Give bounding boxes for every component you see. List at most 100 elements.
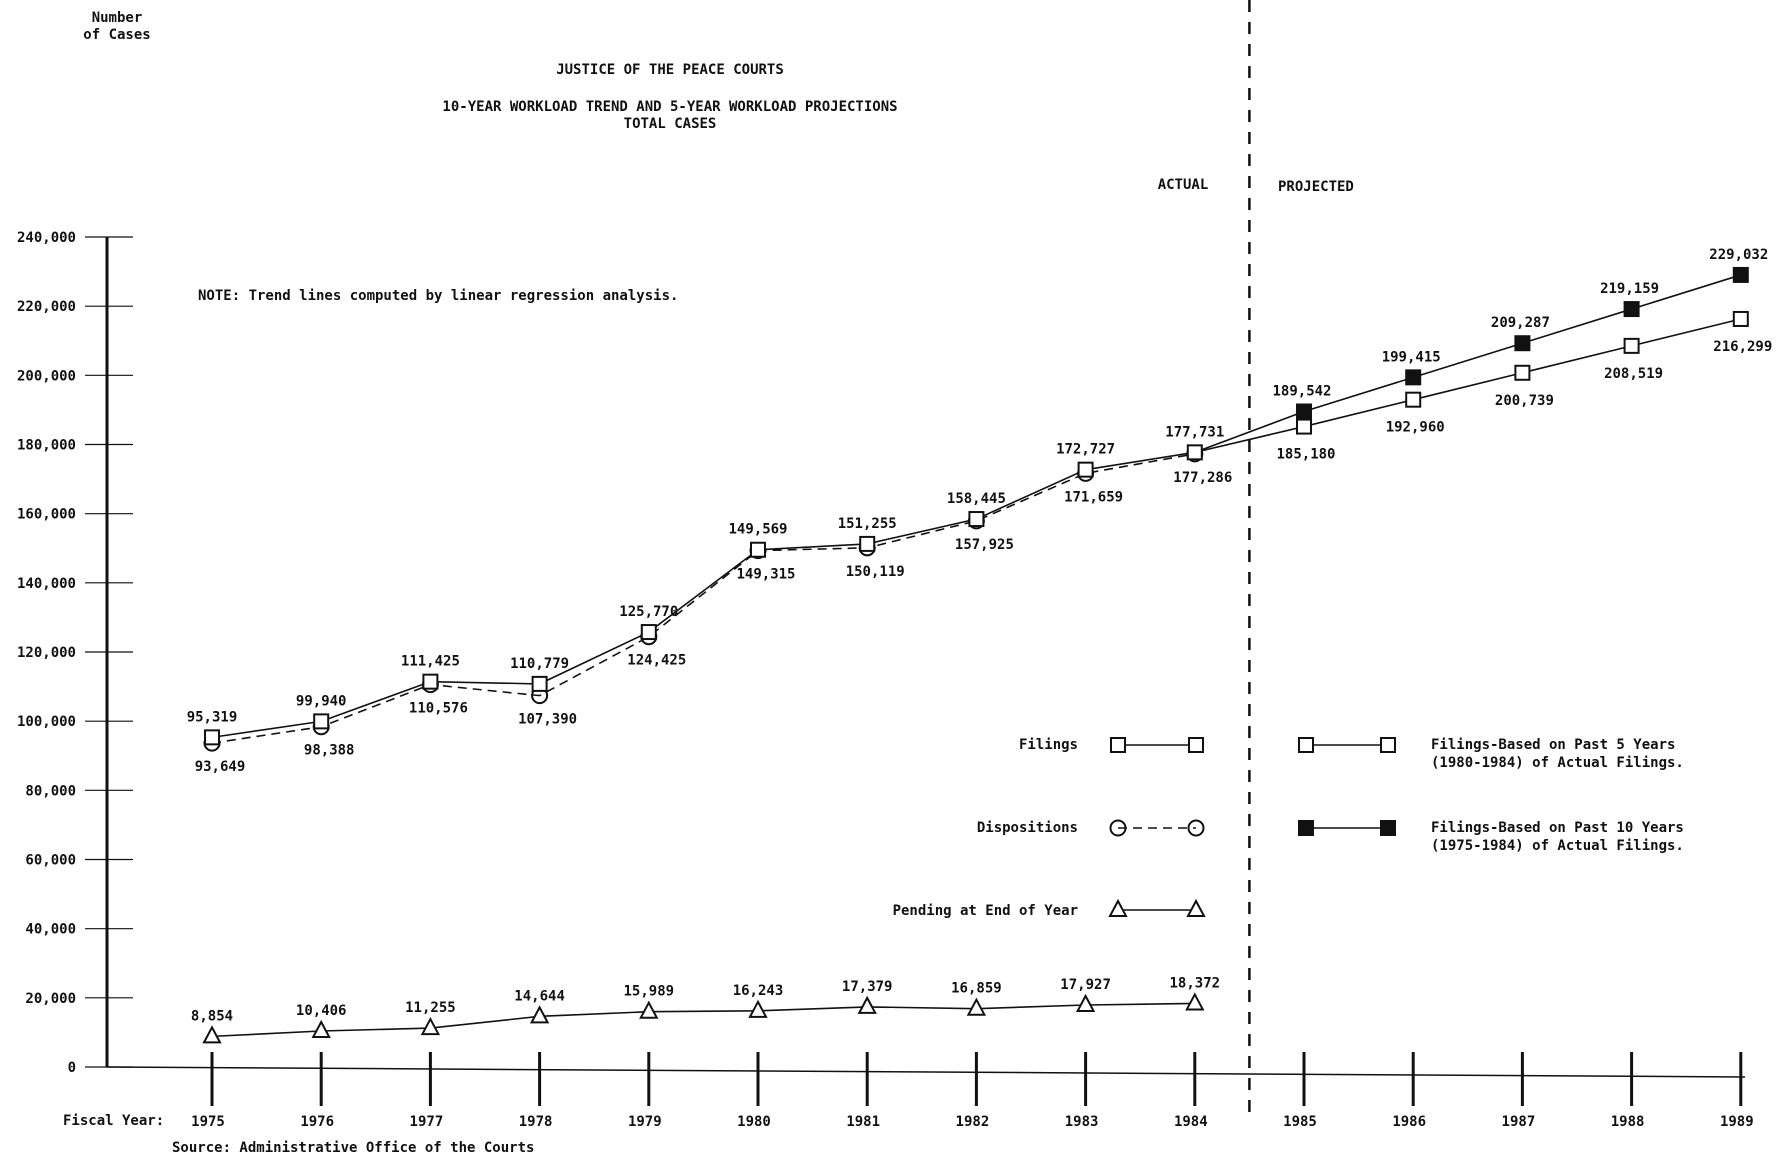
x-tick-label: 1983: [1065, 1114, 1099, 1130]
data-point-s0: [968, 511, 985, 528]
data-label-pending: 11,255: [405, 1000, 456, 1016]
legend-label-dispositions: Dispositions: [977, 820, 1078, 836]
data-point-s4: [1514, 335, 1531, 352]
legend-swatch-filings-marker-left: [1110, 737, 1126, 753]
data-label-proj5: 192,960: [1386, 420, 1445, 436]
data-point-s3: [1296, 418, 1312, 435]
chart-title: JUSTICE OF THE PEACE COURTS: [556, 62, 784, 78]
data-label-proj5: 216,299: [1713, 339, 1772, 355]
data-label-pending: 16,243: [733, 983, 784, 999]
data-point-s4: [1405, 369, 1422, 386]
legend: Filings Dispositions Pending at End of Y…: [893, 737, 1684, 919]
x-tick-label: 1978: [519, 1114, 553, 1130]
legend-swatch-dispositions-marker-right: [1187, 819, 1205, 837]
data-point-s2: [857, 995, 877, 1014]
x-tick-label: 1986: [1392, 1114, 1426, 1130]
data-point-s2: [748, 999, 768, 1018]
data-point-s0: [313, 713, 330, 730]
legend-swatch-dispositions-marker-left: [1109, 819, 1127, 837]
data-point-s2: [202, 1025, 222, 1044]
data-label-filings: 99,940: [296, 693, 347, 709]
x-tick-label: 1980: [737, 1114, 771, 1130]
legend-label-proj5-line2: (1980-1984) of Actual Filings.: [1431, 755, 1684, 771]
data-point-s3: [1405, 391, 1422, 408]
data-point-s0: [640, 624, 657, 641]
data-point-s3: [1732, 310, 1749, 327]
x-tick-label: 1975: [191, 1114, 225, 1130]
legend-swatch-proj5-marker-left: [1298, 737, 1314, 753]
x-tick-label: 1989: [1720, 1114, 1754, 1130]
data-point-s4: [1732, 266, 1749, 283]
y-tick-label: 40,000: [25, 922, 76, 938]
series-line-3: [1194, 318, 1741, 454]
chart-note: NOTE: Trend lines computed by linear reg…: [198, 288, 678, 304]
data-label-dispositions: 150,119: [846, 564, 905, 580]
x-tick-label: 1982: [956, 1114, 990, 1130]
data-label-pending: 16,859: [951, 981, 1002, 997]
data-label-filings: 95,319: [187, 709, 238, 725]
data-label-proj5: 200,739: [1495, 393, 1554, 409]
data-label-proj10: 189,542: [1272, 384, 1331, 400]
legend-label-proj10-line1: Filings-Based on Past 10 Years: [1431, 820, 1684, 836]
legend-label-proj5-line1: Filings-Based on Past 5 Years: [1431, 737, 1675, 753]
series-lines: [211, 274, 1742, 1038]
y-tick-label: 60,000: [25, 853, 76, 869]
data-label-dispositions: 98,388: [304, 743, 355, 759]
data-point-s2: [529, 1005, 550, 1024]
data-point-s2: [1185, 992, 1205, 1011]
data-label-proj10: 229,032: [1709, 247, 1768, 263]
data-label-pending: 15,989: [624, 984, 675, 1000]
data-label-proj10: 219,159: [1600, 281, 1659, 297]
data-label-pending: 17,379: [842, 979, 893, 995]
legend-label-proj10-line2: (1975-1984) of Actual Filings.: [1431, 838, 1684, 854]
data-point-s3: [1623, 337, 1640, 354]
data-label-filings: 177,731: [1165, 424, 1224, 440]
y-tick-label: 80,000: [25, 783, 76, 799]
data-point-s2: [639, 1000, 659, 1019]
data-label-proj10: 209,287: [1491, 315, 1550, 331]
legend-swatch-proj5-marker-right: [1380, 737, 1396, 753]
legend-swatch-proj10-marker-right: [1380, 820, 1396, 836]
axes: 0 20,000 40,000 60,000 80,000 100,000 120,000 1…: [17, 0, 1754, 1130]
data-label-dispositions: 171,659: [1064, 489, 1123, 505]
x-axis-line: [106, 1066, 1746, 1078]
data-label-filings: 172,727: [1056, 442, 1115, 458]
x-tick-label: 1984: [1174, 1114, 1208, 1130]
data-point-s0: [531, 675, 548, 692]
y-tick-label: 100,000: [17, 714, 76, 730]
x-tick-label: 1981: [846, 1114, 880, 1130]
y-tick-label: 200,000: [17, 368, 76, 384]
data-point-s2: [966, 997, 987, 1016]
data-point-s0: [422, 673, 439, 690]
data-label-dispositions: 149,315: [736, 567, 795, 583]
data-labels: 95,319 93,649 99,940 98,388 111,425 110,576 11…: [187, 247, 1773, 1024]
legend-swatch-filings-marker-right: [1188, 737, 1204, 753]
y-tick-label: 180,000: [17, 438, 76, 454]
data-point-s4: [1623, 301, 1640, 318]
x-tick-label: 1977: [410, 1114, 444, 1130]
legend-swatches: [1108, 737, 1396, 917]
data-point-s0: [1077, 461, 1094, 478]
data-label-proj5: 185,180: [1276, 447, 1335, 463]
y-tick-label: 20,000: [25, 991, 76, 1007]
data-label-dispositions: 177,286: [1173, 470, 1232, 486]
series-line-1: [211, 453, 1195, 744]
data-label-dispositions: 157,925: [955, 537, 1014, 553]
data-label-dispositions: 107,390: [518, 712, 577, 728]
x-axis-label: Fiscal Year:: [63, 1113, 164, 1129]
data-label-pending: 17,927: [1060, 977, 1111, 993]
series-line-0: [211, 451, 1195, 739]
y-tick-label: 220,000: [17, 299, 76, 315]
x-tick-label: 1988: [1611, 1114, 1645, 1130]
legend-label-filings: Filings: [1019, 737, 1078, 753]
data-label-pending: 14,644: [514, 988, 565, 1004]
data-label-dispositions: 124,425: [627, 653, 686, 669]
series-markers: [202, 266, 1749, 1044]
series-line-4: [1194, 274, 1742, 454]
y-tick-label: 140,000: [17, 576, 76, 592]
y-tick-label: 0: [68, 1060, 76, 1076]
data-point-s4: [1296, 403, 1312, 420]
region-label-actual: ACTUAL: [1158, 177, 1209, 193]
region-label-projected: PROJECTED: [1278, 179, 1354, 195]
